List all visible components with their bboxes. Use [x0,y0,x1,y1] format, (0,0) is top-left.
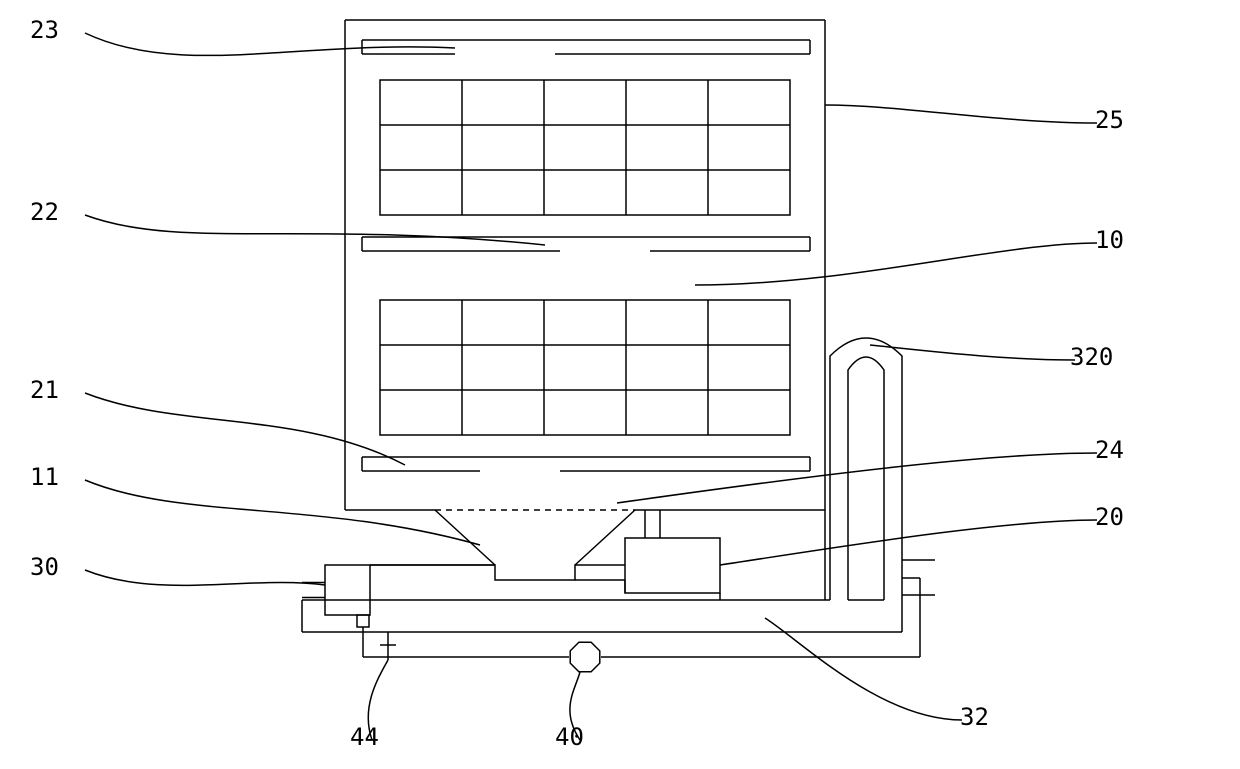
label-25: 25 [1095,106,1124,134]
label-320: 320 [1070,343,1113,371]
label-30: 30 [30,553,59,581]
label-21: 21 [30,376,59,404]
label-44: 44 [350,723,379,751]
label-22: 22 [30,198,59,226]
label-20: 20 [1095,503,1124,531]
label-23: 23 [30,16,59,44]
label-24: 24 [1095,436,1124,464]
label-40: 40 [555,723,584,751]
label-32: 32 [960,703,989,731]
label-11: 11 [30,463,59,491]
label-10: 10 [1095,226,1124,254]
